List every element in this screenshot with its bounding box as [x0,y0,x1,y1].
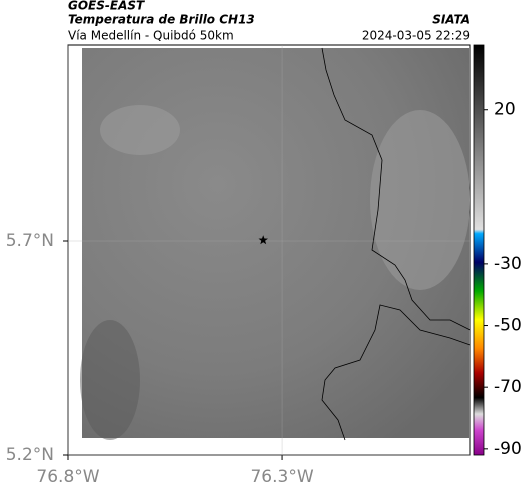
border [321,304,471,441]
subtitle: Vía Medellín - Quibdó 50km [68,29,234,43]
colorbar-label: -90 [494,439,522,459]
timestamp: 2024-03-05 22:29 [362,29,470,43]
colorbar-label: -50 [494,316,522,336]
x-tick-label: 76.8°W [36,467,99,487]
colorbar-label: -30 [494,254,522,274]
x-tick-label: 76.3°W [250,467,313,487]
y-tick-label: 5.7°N [6,231,54,251]
location-marker [258,235,268,245]
colorbar [473,44,485,456]
source: GOES-EAST [68,0,145,13]
title: Temperatura de Brillo CH13 [68,13,255,27]
shadow [80,320,140,440]
y-tick-label: 5.2°N [6,445,54,465]
cloud [370,110,470,290]
credit: SIATA [432,13,470,27]
colorbar-label: -70 [494,377,522,397]
border [321,47,471,331]
cloud [100,105,180,155]
colorbar-label: 20 [494,100,516,120]
